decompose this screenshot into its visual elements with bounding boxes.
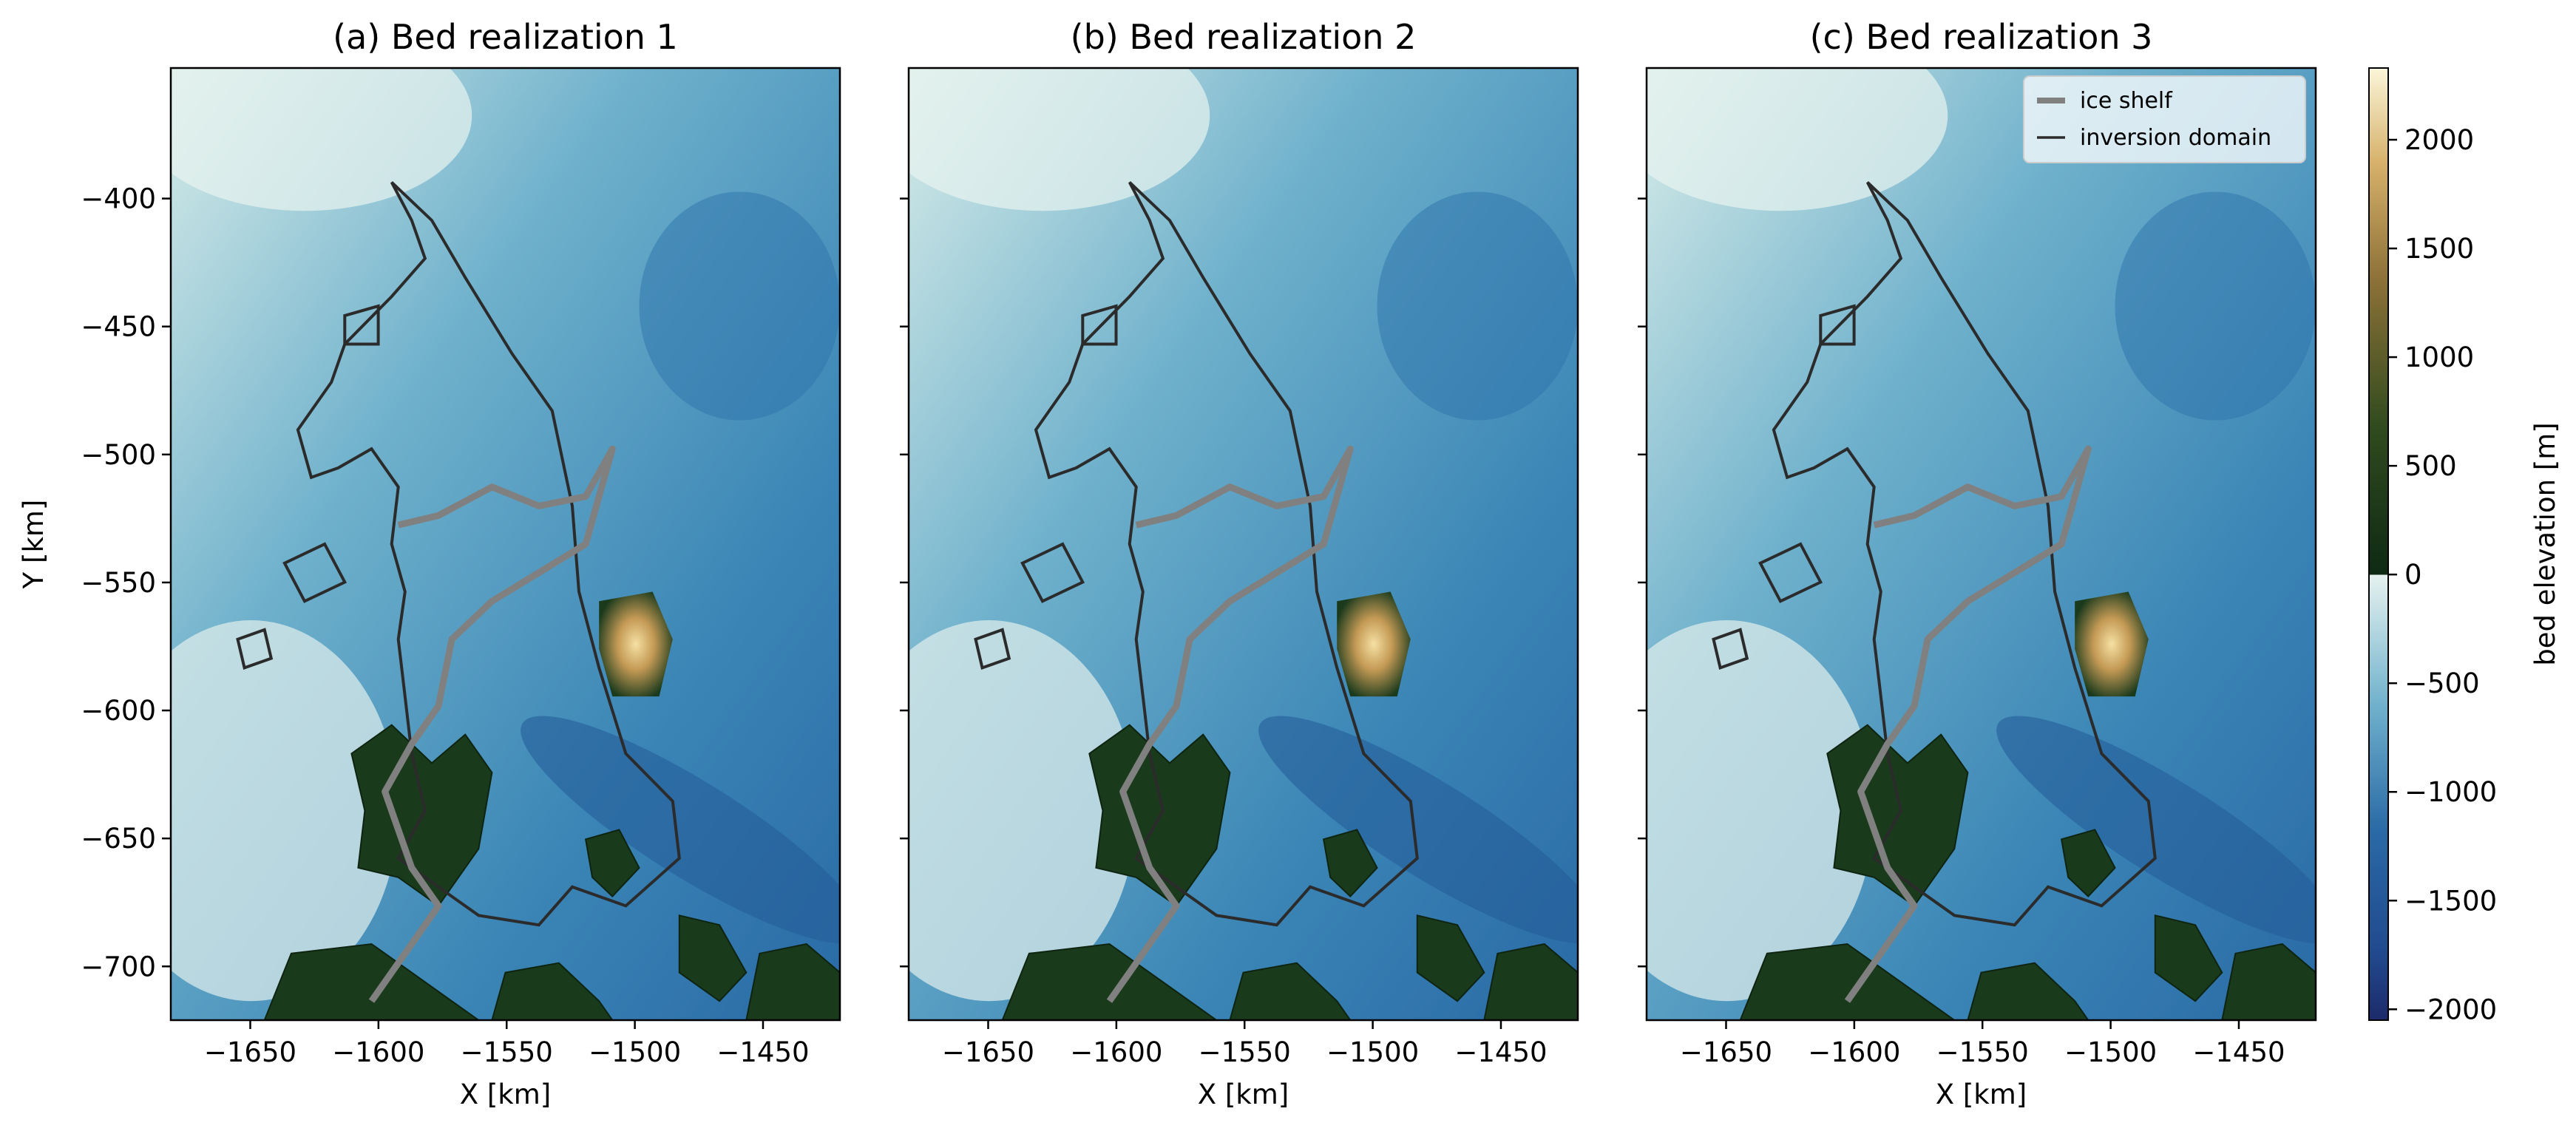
y-tick-label: −500: [81, 439, 156, 471]
colorbar: −2000 −1500 −1000 −500 0 500 1000 1500 2000 bed …: [2369, 68, 2561, 1025]
bed-texture: [1377, 191, 1579, 420]
legend-label: ice shelf: [2080, 88, 2173, 114]
x-tick-label: −1650: [1680, 1036, 1772, 1068]
x-tick-label: −1500: [589, 1036, 681, 1068]
bed-texture: [104, 620, 399, 1001]
x-tick-label: −1550: [1199, 1036, 1291, 1068]
x-axis-label: X [km]: [1198, 1079, 1289, 1110]
y-tick-label: −700: [81, 951, 156, 982]
x-tick-label: −1650: [204, 1036, 296, 1068]
x-tick-label: −1650: [942, 1036, 1034, 1068]
y-tick-label: −400: [81, 183, 156, 215]
colorbar-tick-label: −500: [2404, 668, 2480, 699]
panels-layer: (a) Bed realization 1 −1650 −1600 −1550 −150…: [18, 17, 2364, 1110]
x-tick-label: −1600: [1808, 1036, 1900, 1068]
y-tick-label: −550: [81, 567, 156, 599]
bed-texture: [1580, 620, 1874, 1001]
heatmap: [1580, 21, 2365, 1020]
y-tick-label: −650: [81, 823, 156, 855]
y-tick-label: −600: [81, 695, 156, 727]
bed-texture: [2115, 191, 2316, 420]
colorbar-tick-label: 1000: [2404, 342, 2474, 373]
x-tick-label: −1500: [2064, 1036, 2157, 1068]
panel-title: (c) Bed realization 3: [1810, 17, 2153, 57]
colorbar-ticks: −2000 −1500 −1000 −500 0 500 1000 1500 2000: [2388, 124, 2497, 1025]
colorbar-tick-label: 1500: [2404, 233, 2474, 265]
x-tick-label: −1500: [1326, 1036, 1419, 1068]
panel-2: (b) Bed realization 2 −1650 −1600 −1550 −150…: [842, 17, 1627, 1110]
colorbar-label: bed elevation [m]: [2529, 422, 2561, 665]
panel-title: (a) Bed realization 1: [333, 17, 678, 57]
x-tick-label: −1600: [1070, 1036, 1162, 1068]
panel-1: (a) Bed realization 1 −1650 −1600 −1550 −150…: [18, 17, 888, 1110]
heatmap: [842, 21, 1627, 1020]
x-tick-label: −1450: [2192, 1036, 2285, 1068]
bed-texture: [640, 191, 841, 420]
colorbar-tick-label: 500: [2404, 450, 2457, 482]
colorbar-tick-label: 0: [2404, 559, 2422, 591]
x-tick-label: −1450: [716, 1036, 809, 1068]
legend: ice shelf inversion domain: [2024, 76, 2305, 163]
panel-title: (b) Bed realization 2: [1071, 17, 1417, 57]
x-tick-label: −1450: [1454, 1036, 1547, 1068]
legend-label: inversion domain: [2080, 125, 2271, 151]
x-axis-label: X [km]: [1936, 1079, 2027, 1110]
heatmap: [104, 21, 889, 1020]
panel-3: (c) Bed realization 3 −1650 −1600 −1550 −150…: [1580, 17, 2365, 1110]
x-tick-label: −1550: [1936, 1036, 2029, 1068]
x-axis-label: X [km]: [460, 1079, 551, 1110]
x-tick-label: −1600: [332, 1036, 424, 1068]
bed-texture: [842, 620, 1136, 1001]
colorbar-gradient: [2369, 68, 2388, 1020]
colorbar-tick-label: 2000: [2404, 124, 2474, 156]
colorbar-tick-label: −1000: [2404, 776, 2497, 808]
colorbar-tick-label: −2000: [2404, 994, 2497, 1025]
x-tick-label: −1550: [461, 1036, 553, 1068]
colorbar-tick-label: −1500: [2404, 885, 2497, 917]
y-axis-label: Y [km]: [18, 500, 50, 590]
y-tick-label: −450: [81, 311, 156, 343]
